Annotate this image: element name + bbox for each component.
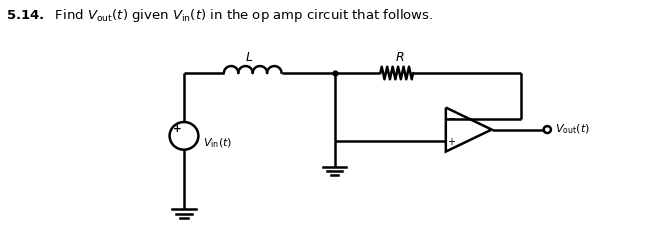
Text: $R$: $R$ [396,51,405,64]
Text: $\mathbf{5.14.}$  Find $V_\mathrm{out}(t)$ given $V_\mathrm{in}(t)$ in the op am: $\mathbf{5.14.}$ Find $V_\mathrm{out}(t)… [6,7,434,24]
Text: $-$: $-$ [447,112,456,122]
Text: $+$: $+$ [447,136,455,147]
Text: $L$: $L$ [245,51,254,64]
Text: +: + [173,124,181,134]
Text: $V_\mathrm{out}(t)$: $V_\mathrm{out}(t)$ [555,123,590,136]
Text: $V_\mathrm{in}(t)$: $V_\mathrm{in}(t)$ [203,137,232,150]
